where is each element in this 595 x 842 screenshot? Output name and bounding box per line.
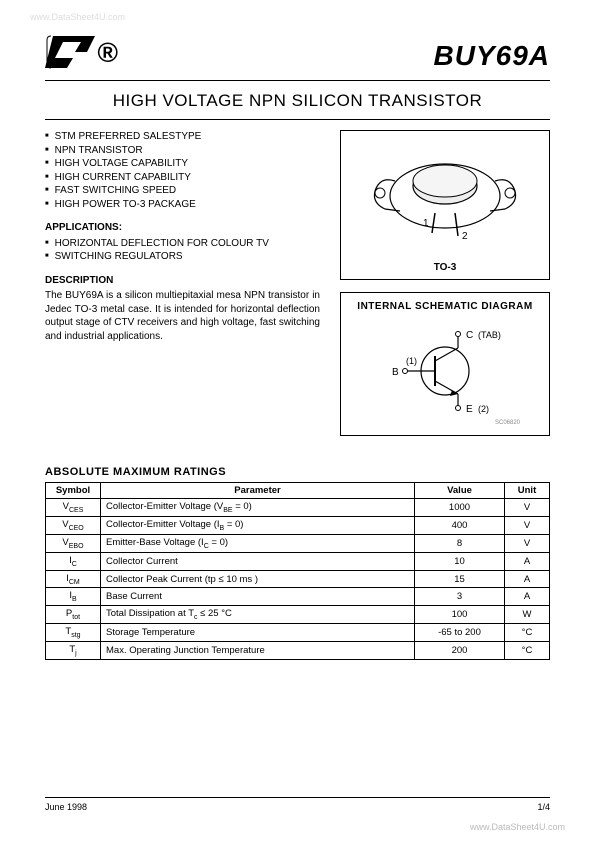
cell-symbol: VCEO — [46, 516, 101, 534]
svg-text:®: ® — [97, 37, 118, 68]
cell-value: 15 — [415, 570, 505, 588]
cell-value: 3 — [415, 588, 505, 606]
footer-date: June 1998 — [45, 802, 87, 812]
feature-item: HIGH POWER TO-3 PACKAGE — [45, 198, 320, 212]
svg-text:(2): (2) — [478, 404, 489, 414]
application-item: SWITCHING REGULATORS — [45, 250, 320, 264]
cell-symbol: Tstg — [46, 624, 101, 642]
table-row: IBBase Current3A — [46, 588, 550, 606]
feature-item: HIGH CURRENT CAPABILITY — [45, 171, 320, 185]
table-row: TjMax. Operating Junction Temperature200… — [46, 642, 550, 660]
col-symbol: Symbol — [46, 483, 101, 499]
divider-top — [45, 80, 550, 81]
cell-parameter: Total Dissipation at Tc ≤ 25 °C — [101, 606, 415, 624]
schematic-title: INTERNAL SCHEMATIC DIAGRAM — [347, 301, 543, 312]
table-row: TstgStorage Temperature-65 to 200°C — [46, 624, 550, 642]
divider-subtitle — [45, 119, 550, 120]
applications-heading: APPLICATIONS: — [45, 221, 320, 235]
right-column: 1 2 TO-3 INTERNAL SCHEMATIC DIAGRAM C — [340, 130, 550, 436]
table-row: ICMCollector Peak Current (tp ≤ 10 ms )1… — [46, 570, 550, 588]
cell-unit: V — [505, 534, 550, 552]
package-label: TO-3 — [349, 262, 541, 273]
col-value: Value — [415, 483, 505, 499]
cell-value: 10 — [415, 552, 505, 570]
cell-symbol: IB — [46, 588, 101, 606]
cell-value: 8 — [415, 534, 505, 552]
svg-text:E: E — [466, 404, 473, 415]
cell-parameter: Max. Operating Junction Temperature — [101, 642, 415, 660]
transistor-schematic-icon: C (TAB) B (1) E (2) SC06820 — [350, 316, 540, 426]
watermark-bottom: www.DataSheet4U.com — [470, 822, 565, 832]
cell-parameter: Base Current — [101, 588, 415, 606]
st-logo: ® — [45, 30, 125, 72]
content-row: STM PREFERRED SALESTYPENPN TRANSISTORHIG… — [45, 130, 550, 436]
header-row: ® BUY69A — [45, 30, 550, 72]
cell-unit: A — [505, 588, 550, 606]
col-parameter: Parameter — [101, 483, 415, 499]
table-row: VCEOCollector-Emitter Voltage (IB = 0)40… — [46, 516, 550, 534]
cell-symbol: ICM — [46, 570, 101, 588]
cell-symbol: VCES — [46, 499, 101, 517]
cell-symbol: VEBO — [46, 534, 101, 552]
cell-parameter: Collector Current — [101, 552, 415, 570]
cell-symbol: Tj — [46, 642, 101, 660]
description-text: The BUY69A is a silicon multiepitaxial m… — [45, 289, 320, 343]
to3-package-icon: 1 2 — [350, 141, 540, 251]
description-heading: DESCRIPTION — [45, 274, 320, 288]
cell-unit: °C — [505, 642, 550, 660]
application-item: HORIZONTAL DEFLECTION FOR COLOUR TV — [45, 237, 320, 251]
cell-unit: V — [505, 516, 550, 534]
table-row: ICCollector Current10A — [46, 552, 550, 570]
package-diagram-box: 1 2 TO-3 — [340, 130, 550, 280]
feature-item: NPN TRANSISTOR — [45, 144, 320, 158]
cell-parameter: Collector-Emitter Voltage (VBE = 0) — [101, 499, 415, 517]
cell-value: 1000 — [415, 499, 505, 517]
watermark-top: www.DataSheet4U.com — [30, 12, 125, 22]
svg-text:(TAB): (TAB) — [478, 330, 501, 340]
svg-text:C: C — [466, 330, 473, 341]
svg-text:B: B — [392, 367, 399, 378]
footer: June 1998 1/4 — [45, 797, 550, 812]
features-list: STM PREFERRED SALESTYPENPN TRANSISTORHIG… — [45, 130, 320, 211]
cell-parameter: Collector Peak Current (tp ≤ 10 ms ) — [101, 570, 415, 588]
cell-value: 400 — [415, 516, 505, 534]
svg-text:SC06820: SC06820 — [495, 420, 521, 426]
feature-item: HIGH VOLTAGE CAPABILITY — [45, 157, 320, 171]
col-unit: Unit — [505, 483, 550, 499]
table-row: VEBOEmitter-Base Voltage (IC = 0)8V — [46, 534, 550, 552]
table-row: VCESCollector-Emitter Voltage (VBE = 0)1… — [46, 499, 550, 517]
cell-unit: °C — [505, 624, 550, 642]
cell-symbol: IC — [46, 552, 101, 570]
cell-value: 100 — [415, 606, 505, 624]
ratings-table: Symbol Parameter Value Unit VCESCollecto… — [45, 482, 550, 660]
cell-unit: A — [505, 570, 550, 588]
svg-text:(1): (1) — [406, 356, 417, 366]
cell-value: -65 to 200 — [415, 624, 505, 642]
schematic-box: INTERNAL SCHEMATIC DIAGRAM C (TAB) B (1)… — [340, 292, 550, 436]
feature-item: FAST SWITCHING SPEED — [45, 184, 320, 198]
cell-parameter: Emitter-Base Voltage (IC = 0) — [101, 534, 415, 552]
pin2-label: 2 — [462, 231, 468, 242]
feature-item: STM PREFERRED SALESTYPE — [45, 130, 320, 144]
pin1-label: 1 — [423, 218, 429, 229]
cell-parameter: Storage Temperature — [101, 624, 415, 642]
page-subtitle: HIGH VOLTAGE NPN SILICON TRANSISTOR — [45, 91, 550, 111]
part-number: BUY69A — [434, 40, 550, 72]
ratings-title: ABSOLUTE MAXIMUM RATINGS — [45, 466, 550, 478]
cell-unit: A — [505, 552, 550, 570]
cell-unit: W — [505, 606, 550, 624]
footer-page: 1/4 — [537, 802, 550, 812]
cell-unit: V — [505, 499, 550, 517]
cell-symbol: Ptot — [46, 606, 101, 624]
left-column: STM PREFERRED SALESTYPENPN TRANSISTORHIG… — [45, 130, 320, 436]
cell-parameter: Collector-Emitter Voltage (IB = 0) — [101, 516, 415, 534]
cell-value: 200 — [415, 642, 505, 660]
table-row: PtotTotal Dissipation at Tc ≤ 25 °C100W — [46, 606, 550, 624]
applications-list: HORIZONTAL DEFLECTION FOR COLOUR TVSWITC… — [45, 237, 320, 264]
